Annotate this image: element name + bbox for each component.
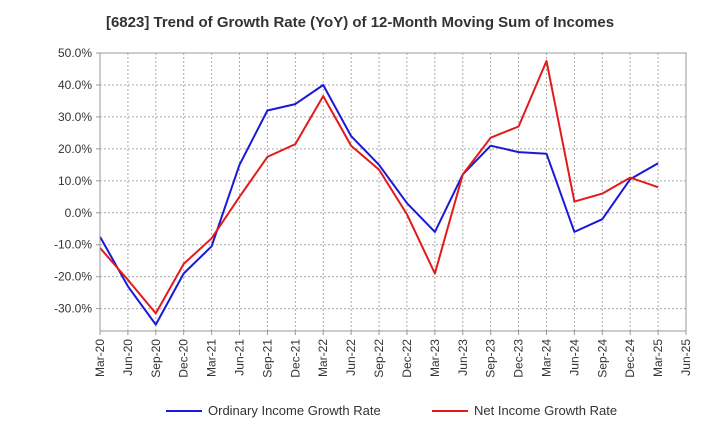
y-tick-label: -30.0% bbox=[54, 302, 92, 316]
x-tick-label: Jun-23 bbox=[456, 339, 470, 376]
y-tick-label: 0.0% bbox=[65, 206, 93, 220]
legend: Ordinary Income Growth Rate Net Income Gr… bbox=[166, 403, 617, 418]
x-tick-label: Dec-23 bbox=[512, 339, 526, 378]
x-tick-label: Sep-20 bbox=[149, 339, 163, 378]
x-tick-label: Mar-21 bbox=[205, 339, 219, 377]
x-tick-label: Mar-23 bbox=[428, 339, 442, 377]
x-tick-label: Mar-20 bbox=[93, 339, 107, 377]
y-tick-label: 20.0% bbox=[58, 142, 92, 156]
legend-label-ordinary: Ordinary Income Growth Rate bbox=[208, 403, 381, 418]
x-tick-label: Jun-24 bbox=[567, 339, 581, 376]
y-axis: -30.0% -20.0% -10.0% 0.0% 10.0% 20.0% 30.0% 40.… bbox=[54, 46, 100, 316]
x-tick-label: Dec-21 bbox=[288, 339, 302, 378]
x-tick-label: Jun-21 bbox=[233, 339, 247, 376]
x-tick-label: Jun-22 bbox=[344, 339, 358, 376]
y-tick-label: -10.0% bbox=[54, 238, 92, 252]
x-tick-label: Mar-24 bbox=[539, 339, 553, 377]
ordinary-income-growth-line bbox=[99, 84, 659, 326]
y-tick-label: 40.0% bbox=[58, 78, 92, 92]
y-tick-label: 50.0% bbox=[58, 46, 92, 60]
y-tick-label: -20.0% bbox=[54, 270, 92, 284]
chart-title: [6823] Trend of Growth Rate (YoY) of 12-… bbox=[105, 14, 615, 31]
plot-frame bbox=[99, 52, 687, 332]
x-tick-label: Sep-23 bbox=[484, 339, 498, 378]
x-axis: Mar-20 Jun-20 Sep-20 Dec-20 Mar-21 Jun-21 Sep-… bbox=[93, 331, 693, 378]
series-lines bbox=[99, 60, 659, 326]
x-tick-label: Sep-21 bbox=[260, 339, 274, 378]
x-tick-label: Sep-24 bbox=[595, 339, 609, 378]
x-tick-label: Sep-22 bbox=[372, 339, 386, 378]
x-tick-label: Mar-22 bbox=[316, 339, 330, 377]
x-tick-label: Dec-20 bbox=[177, 339, 191, 378]
y-tick-label: 30.0% bbox=[58, 110, 92, 124]
x-tick-label: Jun-20 bbox=[121, 339, 135, 376]
y-tick-label: 10.0% bbox=[58, 174, 92, 188]
x-tick-label: Dec-22 bbox=[400, 339, 414, 378]
x-tick-label: Dec-24 bbox=[623, 339, 637, 378]
x-tick-label: Jun-25 bbox=[679, 339, 693, 376]
legend-label-net: Net Income Growth Rate bbox=[474, 403, 617, 418]
x-tick-label: Mar-25 bbox=[651, 339, 665, 377]
net-income-growth-line bbox=[99, 60, 659, 315]
